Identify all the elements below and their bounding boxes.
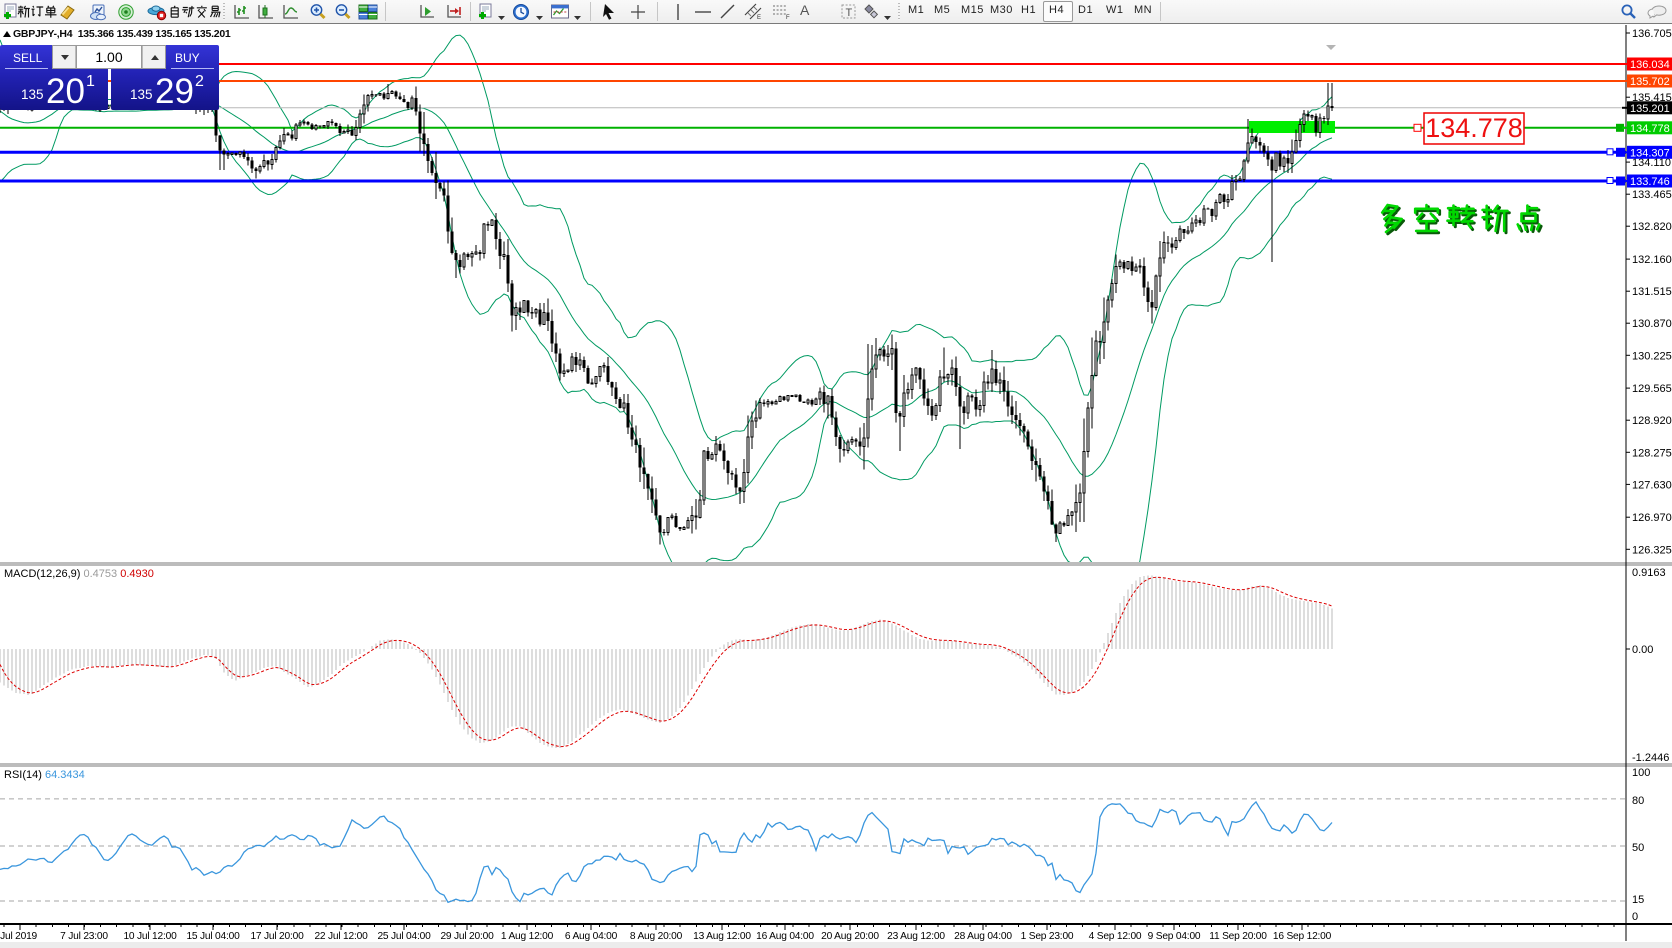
svg-text:6 Aug 04:00: 6 Aug 04:00 [565, 931, 618, 942]
svg-text:11 Sep 20:00: 11 Sep 20:00 [1209, 931, 1267, 942]
svg-text:134.110: 134.110 [1632, 157, 1671, 169]
svg-text:130.225: 130.225 [1632, 350, 1672, 362]
svg-text:8 Aug 20:00: 8 Aug 20:00 [630, 931, 683, 942]
svg-text:131.515: 131.515 [1632, 286, 1672, 298]
svg-text:136.705: 136.705 [1632, 28, 1672, 40]
svg-text:7 Jul 23:00: 7 Jul 23:00 [60, 931, 108, 942]
svg-text:80: 80 [1632, 795, 1644, 807]
svg-text:MACD(12,26,9) 0.4753 0.4930: MACD(12,26,9) 0.4753 0.4930 [4, 568, 154, 580]
svg-text:1 Sep 23:00: 1 Sep 23:00 [1021, 931, 1074, 942]
svg-text:15 Jul 04:00: 15 Jul 04:00 [186, 931, 240, 942]
svg-text:135.201: 135.201 [1630, 103, 1670, 115]
svg-text:126.970: 126.970 [1632, 512, 1672, 524]
svg-text:E: E [757, 15, 761, 21]
svg-text:5 Jul 2019: 5 Jul 2019 [0, 931, 38, 942]
svg-text:132.820: 132.820 [1632, 221, 1672, 233]
svg-text:16 Aug 04:00: 16 Aug 04:00 [756, 931, 814, 942]
svg-text:134.307: 134.307 [1630, 147, 1670, 159]
svg-text:129.565: 129.565 [1632, 383, 1672, 395]
svg-text:9 Sep 04:00: 9 Sep 04:00 [1148, 931, 1201, 942]
svg-text:23 Aug 12:00: 23 Aug 12:00 [887, 931, 945, 942]
svg-text:15: 15 [1632, 894, 1644, 906]
svg-text:10 Jul 12:00: 10 Jul 12:00 [123, 931, 177, 942]
svg-text:-1.2446: -1.2446 [1632, 752, 1669, 764]
svg-text:127.630: 127.630 [1632, 479, 1672, 491]
svg-text:0.9163: 0.9163 [1632, 567, 1666, 579]
svg-text:0.00: 0.00 [1632, 644, 1653, 656]
svg-text:T: T [846, 7, 853, 19]
svg-text:17 Jul 20:00: 17 Jul 20:00 [250, 931, 304, 942]
svg-text:128.920: 128.920 [1632, 415, 1672, 427]
svg-text:134.778: 134.778 [1630, 123, 1670, 135]
svg-text:126.325: 126.325 [1632, 544, 1672, 556]
svg-text:25 Jul 04:00: 25 Jul 04:00 [377, 931, 431, 942]
svg-text:RSI(14) 64.3434: RSI(14) 64.3434 [4, 769, 85, 781]
svg-text:28 Aug 04:00: 28 Aug 04:00 [954, 931, 1012, 942]
svg-text:132.160: 132.160 [1632, 254, 1672, 266]
svg-text:50: 50 [1632, 842, 1644, 854]
svg-text:135.702: 135.702 [1630, 76, 1670, 88]
svg-text:1 Aug 12:00: 1 Aug 12:00 [501, 931, 554, 942]
svg-text:16 Sep 12:00: 16 Sep 12:00 [1273, 931, 1332, 942]
svg-text:135.415: 135.415 [1632, 92, 1672, 104]
svg-text:100: 100 [1632, 767, 1650, 779]
svg-text:F: F [786, 15, 790, 21]
svg-text:130.870: 130.870 [1632, 318, 1672, 330]
svg-text:22 Jul 12:00: 22 Jul 12:00 [314, 931, 368, 942]
svg-text:128.275: 128.275 [1632, 447, 1672, 459]
svg-text:0: 0 [1632, 911, 1638, 923]
svg-text:136.034: 136.034 [1630, 59, 1670, 71]
svg-text:134.778: 134.778 [1425, 113, 1523, 143]
svg-text:4 Sep 12:00: 4 Sep 12:00 [1089, 931, 1142, 942]
svg-text:133.746: 133.746 [1630, 176, 1670, 188]
svg-text:29 Jul 20:00: 29 Jul 20:00 [440, 931, 494, 942]
svg-text:133.465: 133.465 [1632, 189, 1672, 201]
svg-text:20 Aug 20:00: 20 Aug 20:00 [821, 931, 879, 942]
svg-text:13 Aug 12:00: 13 Aug 12:00 [693, 931, 751, 942]
